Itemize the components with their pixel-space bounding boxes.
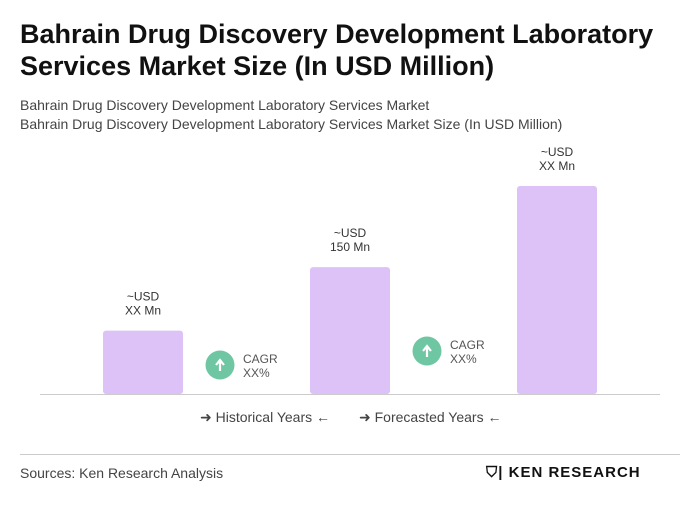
legend-historical-label: Historical Years (215, 409, 313, 425)
cagr-label: XX% (243, 366, 270, 380)
chart-subtitle: Bahrain Drug Discovery Development Labor… (20, 116, 563, 132)
bar (103, 330, 183, 394)
legend-historical: ➜ Historical Years ← (200, 409, 331, 425)
arrow-up-icon (215, 358, 225, 371)
data-label: ~USD (127, 290, 160, 304)
cagr-label: CAGR (243, 352, 278, 366)
logo-text: KEN RESEARCH (508, 464, 641, 481)
data-label: ~USD (541, 145, 574, 159)
data-label: XX Mn (539, 159, 575, 173)
data-label: XX Mn (125, 304, 161, 318)
ken-research-logo: ⛉| KEN RESEARCH (486, 464, 641, 481)
subtitle: Bahrain Drug Discovery Development Labor… (20, 97, 430, 113)
cagr-label: CAGR (450, 338, 485, 352)
data-label: 150 Mn (330, 240, 370, 254)
bar (517, 186, 597, 394)
source-text: Sources: Ken Research Analysis (20, 465, 224, 481)
cagr-label: XX% (450, 352, 477, 366)
data-label: ~USD (334, 226, 367, 240)
arrow-up-icon (422, 344, 432, 357)
legend-forecasted: ➜ Forecasted Years ← (359, 409, 502, 425)
footer-divider (20, 454, 680, 455)
page-title: Bahrain Drug Discovery Development Labor… (20, 19, 654, 81)
bar (310, 267, 390, 394)
legend-forecasted-label: Forecasted Years (374, 409, 484, 425)
